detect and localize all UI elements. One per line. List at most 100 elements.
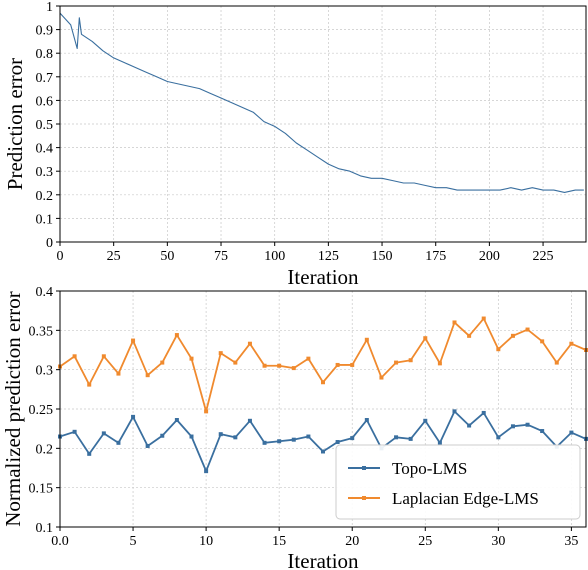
series-1-point-23 xyxy=(394,360,399,365)
series-1-point-26 xyxy=(437,361,442,366)
series-0-point-4 xyxy=(116,440,121,445)
series-1-point-4 xyxy=(116,371,121,376)
x-tick-label: 125 xyxy=(318,249,339,264)
x-tick-label: 10 xyxy=(199,534,213,549)
x-tick-label: 20 xyxy=(345,534,359,549)
plot-frame xyxy=(59,290,587,528)
plot-frame xyxy=(59,5,587,243)
series-1-point-2 xyxy=(87,382,92,387)
series-1-point-5 xyxy=(131,338,136,343)
series-0-point-14 xyxy=(262,440,267,445)
x-tick-label: 0.0 xyxy=(51,534,69,549)
series-0-point-8 xyxy=(174,418,179,423)
series-0-point-16 xyxy=(291,437,296,442)
series-0-point-20 xyxy=(350,436,355,441)
x-tick-label: 5 xyxy=(130,534,137,549)
legend: Topo-LMS Laplacian Edge-LMS xyxy=(335,444,581,520)
series-1-point-6 xyxy=(145,373,150,378)
legend-marker-0 xyxy=(362,466,366,470)
y-tick-label: 0.7 xyxy=(36,71,54,86)
series-1-point-32 xyxy=(525,327,530,332)
x-tick-label: 25 xyxy=(107,249,121,264)
series-1-point-30 xyxy=(496,347,501,352)
x-tick-label: 200 xyxy=(479,249,500,264)
x-axis-label: Iteration xyxy=(287,265,359,289)
y-tick-label: 1 xyxy=(46,0,53,15)
series-0-point-10 xyxy=(204,469,209,474)
series-0-point-5 xyxy=(131,414,136,419)
series-0-point-26 xyxy=(437,440,442,445)
y-axis-label: Normalized prediction error xyxy=(1,291,25,527)
x-tick-label: 30 xyxy=(491,534,505,549)
y-tick-label: 0.1 xyxy=(36,521,54,536)
series-1-point-15 xyxy=(277,363,282,368)
y-tick-label: 0.3 xyxy=(36,165,54,180)
legend-label-0: Topo-LMS xyxy=(392,459,467,478)
series-0-point-31 xyxy=(510,424,515,429)
series-1-point-24 xyxy=(408,358,413,363)
series-1-point-35 xyxy=(569,341,574,346)
y-tick-label: 0.8 xyxy=(36,47,54,62)
x-tick-label: 175 xyxy=(425,249,446,264)
series-1-point-21 xyxy=(364,337,369,342)
series-0-point-25 xyxy=(423,418,428,423)
y-axis-label: Prediction error xyxy=(3,58,27,190)
y-tick-label: 0.4 xyxy=(36,142,54,157)
legend-box xyxy=(335,444,581,520)
y-tick-label: 0.25 xyxy=(29,403,54,418)
y-tick-label: 0.5 xyxy=(36,118,54,133)
series-0-point-6 xyxy=(145,443,150,448)
x-tick-label: 25 xyxy=(418,534,432,549)
y-tick-label: 0.9 xyxy=(36,24,54,39)
series-1-point-34 xyxy=(554,360,559,365)
series-1-point-33 xyxy=(540,339,545,344)
top-chart: 0 25 50 75 100 125 150 175 200 225 0 0.1 0.2 0.3 0.4 0.… xyxy=(3,0,587,289)
series-0-point-15 xyxy=(277,439,282,444)
series-1-point-28 xyxy=(467,333,472,338)
x-tick-label: 100 xyxy=(264,249,285,264)
x-tick-label: 15 xyxy=(272,534,286,549)
series-0-point-19 xyxy=(335,440,340,445)
series-0-point-17 xyxy=(306,434,311,439)
x-tick-label: 0 xyxy=(57,249,64,264)
series-1-point-19 xyxy=(335,362,340,367)
series-0-point-2 xyxy=(87,451,92,456)
y-tick-label: 0.2 xyxy=(36,442,54,457)
series-0-point-24 xyxy=(408,436,413,441)
series-1-point-9 xyxy=(189,356,194,361)
x-axis-label: Iteration xyxy=(287,549,359,570)
bottom-chart: 0.0 5 10 15 20 25 30 35 0.1 0.15 0.2 0.25 0.3 0.35 0.4… xyxy=(1,285,588,570)
series-0-point-32 xyxy=(525,422,530,427)
series-0-point-30 xyxy=(496,435,501,440)
series-1-point-17 xyxy=(306,356,311,361)
series-1-point-8 xyxy=(174,333,179,338)
series-line-1 xyxy=(59,317,587,413)
series-0-point-3 xyxy=(101,431,106,436)
series-0-point-23 xyxy=(394,435,399,440)
series-0-point-33 xyxy=(540,429,545,434)
series-1-point-11 xyxy=(218,351,223,356)
x-tick-label: 35 xyxy=(564,534,578,549)
series-1-point-3 xyxy=(101,354,106,359)
series-1-point-29 xyxy=(481,316,486,321)
series-0-point-35 xyxy=(569,430,574,435)
series-1-point-12 xyxy=(233,360,238,365)
series-line-0 xyxy=(59,12,584,193)
y-tick-label: 0.3 xyxy=(36,364,54,379)
series-1-point-16 xyxy=(291,366,296,371)
y-tick-label: 0.1 xyxy=(36,212,54,227)
series-1-point-20 xyxy=(350,362,355,367)
y-tick-label: 0.35 xyxy=(29,324,54,339)
y-tick-label: 0.6 xyxy=(36,94,54,109)
series-0-point-7 xyxy=(160,433,165,438)
series-1-point-14 xyxy=(262,363,267,368)
series-0-point-9 xyxy=(189,434,194,439)
x-tick-label: 150 xyxy=(372,249,393,264)
x-tick-label: 50 xyxy=(160,249,174,264)
series-1-point-13 xyxy=(247,341,252,346)
y-tick-label: 0.4 xyxy=(36,285,54,300)
series-1-point-22 xyxy=(379,375,384,380)
y-tick-label: 0.15 xyxy=(29,482,54,497)
series-0-point-1 xyxy=(72,429,77,434)
legend-label-1: Laplacian Edge-LMS xyxy=(392,489,539,508)
